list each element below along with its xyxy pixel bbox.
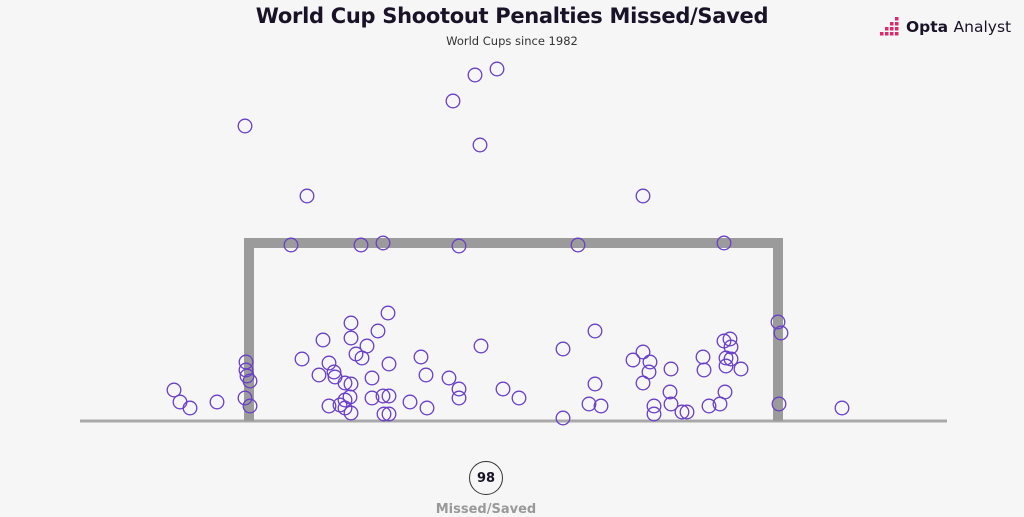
- penalty-point: [489, 61, 505, 77]
- penalty-point: [451, 390, 467, 406]
- opta-logo-icon: [880, 17, 899, 36]
- penalty-point: [581, 396, 597, 412]
- penalty-point: [679, 404, 695, 420]
- penalty-point: [343, 330, 359, 346]
- penalty-point: [663, 396, 679, 412]
- penalty-point: [663, 361, 679, 377]
- penalty-point: [353, 237, 369, 253]
- penalty-point: [511, 390, 527, 406]
- penalty-point: [722, 331, 738, 347]
- penalty-point: [321, 398, 337, 414]
- penalty-point: [696, 362, 712, 378]
- penalty-point: [587, 323, 603, 339]
- penalty-point: [364, 370, 380, 386]
- penalty-point: [182, 400, 198, 416]
- penalty-point: [641, 364, 657, 380]
- penalty-point: [472, 137, 488, 153]
- penalty-point: [473, 338, 489, 354]
- penalty-point: [321, 355, 337, 371]
- penalty-point: [381, 356, 397, 372]
- penalty-point: [445, 93, 461, 109]
- penalty-point: [380, 305, 396, 321]
- penalty-points: [166, 61, 850, 426]
- penalty-point: [495, 381, 511, 397]
- penalty-point: [773, 325, 789, 341]
- penalty-point: [402, 394, 418, 410]
- penalty-point: [635, 344, 651, 360]
- chart-title: World Cup Shootout Penalties Missed/Save…: [255, 4, 769, 28]
- penalty-point: [237, 390, 253, 406]
- penalty-point: [770, 314, 786, 330]
- penalty-point: [375, 388, 391, 404]
- penalty-point: [642, 354, 658, 370]
- penalty-point: [376, 406, 392, 422]
- brand-name: Opta Analyst: [906, 18, 1012, 36]
- penalty-point: [418, 367, 434, 383]
- penalty-point: [570, 237, 586, 253]
- penalty-point: [834, 400, 850, 416]
- penalty-point: [695, 349, 711, 365]
- penalty-point: [771, 396, 787, 412]
- penalty-point: [718, 358, 734, 374]
- penalty-point: [625, 352, 641, 368]
- penalty-point: [451, 238, 467, 254]
- penalty-point: [343, 405, 359, 421]
- penalty-point: [242, 398, 258, 414]
- penalty-point: [662, 384, 678, 400]
- penalty-point: [299, 188, 315, 204]
- penalty-point: [337, 375, 353, 391]
- penalty-point: [209, 394, 225, 410]
- penalty-point: [283, 237, 299, 253]
- penalty-point: [441, 370, 457, 386]
- penalty-point: [364, 390, 380, 406]
- penalty-point: [718, 350, 734, 366]
- penalty-point: [343, 315, 359, 331]
- penalty-point: [375, 235, 391, 251]
- penalty-point: [381, 388, 397, 404]
- penalty-point: [646, 406, 662, 422]
- penalty-point: [311, 367, 327, 383]
- penalty-point: [294, 351, 310, 367]
- penalty-point: [326, 364, 342, 380]
- penalty-point: [467, 67, 483, 83]
- penalty-point: [370, 323, 386, 339]
- goal-frame: [244, 238, 783, 421]
- penalty-point: [342, 389, 358, 405]
- penalty-point: [674, 404, 690, 420]
- penalty-point: [237, 118, 253, 134]
- penalty-point: [646, 398, 662, 414]
- penalty-point: [343, 376, 359, 392]
- penalty-point: [166, 382, 182, 398]
- chart-subtitle: World Cups since 1982: [446, 34, 578, 48]
- penalty-point: [716, 235, 732, 251]
- penalty-point: [451, 381, 467, 397]
- penalty-point: [635, 188, 651, 204]
- penalty-point: [413, 349, 429, 365]
- penalty-point: [701, 398, 717, 414]
- penalty-point: [359, 338, 375, 354]
- penalty-point: [315, 332, 331, 348]
- opta-analyst-logo: Opta Analyst: [880, 17, 1011, 37]
- penalty-point: [593, 398, 609, 414]
- penalty-point: [717, 384, 733, 400]
- penalty-point: [555, 341, 571, 357]
- total-count-label: Missed/Saved: [435, 502, 537, 517]
- penalty-point: [242, 373, 258, 389]
- penalty-point: [733, 361, 749, 377]
- total-count-badge: 98: [469, 461, 503, 495]
- penalty-point: [419, 400, 435, 416]
- penalty-point: [172, 394, 188, 410]
- penalty-point: [238, 362, 254, 378]
- penalty-point: [587, 376, 603, 392]
- penalty-point: [555, 410, 571, 426]
- penalty-point: [381, 406, 397, 422]
